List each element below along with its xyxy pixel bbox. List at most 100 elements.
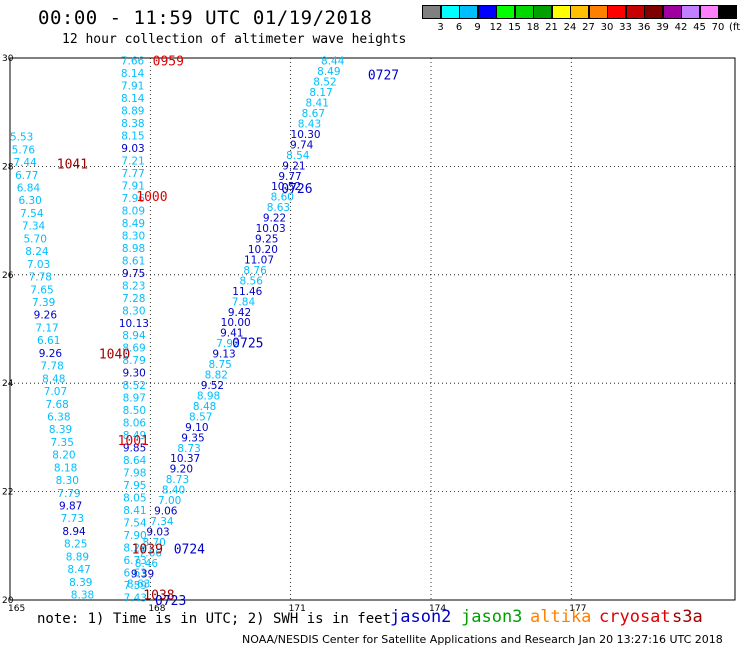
wave-height-label: 8.25 xyxy=(64,539,87,551)
wave-height-label: 9.25 xyxy=(255,234,278,246)
chart-title: 00:00 - 11:59 UTC 01/19/2018 xyxy=(38,7,373,29)
wave-height-label: 8.61 xyxy=(122,255,145,267)
wave-height-label: 7.84 xyxy=(232,296,256,308)
legend-label: 45 xyxy=(693,22,706,33)
wave-height-label: 8.49 xyxy=(123,430,146,442)
wave-height-label: 8.69 xyxy=(122,343,145,355)
legend-label: 36 xyxy=(637,22,651,33)
wave-height-label: 6.38 xyxy=(47,411,70,423)
wave-height-label: 9.42 xyxy=(228,307,251,319)
legend-label: 21 xyxy=(545,22,558,33)
wave-height-label: 9.03 xyxy=(146,526,169,538)
wave-height-label: 8.39 xyxy=(69,577,92,589)
wave-height-label: 7.54 xyxy=(123,517,147,529)
wave-height-label: 8.30 xyxy=(122,305,145,317)
wave-height-label: 6.77 xyxy=(15,170,38,182)
pass-time-label: 1041 xyxy=(57,158,88,173)
wave-height-label: 8.63 xyxy=(127,579,150,591)
wave-height-label: 8.15 xyxy=(121,131,144,143)
wave-height-label: 5.76 xyxy=(12,144,36,156)
wave-height-label: 10.00 xyxy=(221,317,251,329)
pass-time-label: 0727 xyxy=(368,68,399,83)
wave-height-label: 7.79 xyxy=(57,488,80,500)
wave-height-label: 10.37 xyxy=(170,453,200,465)
wave-height-label: 9.87 xyxy=(59,501,82,513)
wave-height-label: 7.17 xyxy=(35,322,58,334)
wave-height-label: 7.28 xyxy=(122,293,145,305)
legend-label: 70 xyxy=(711,22,725,33)
wave-height-label: 8.64 xyxy=(123,455,147,467)
pass-time-label: 1039 xyxy=(132,543,163,558)
wave-height-label: 6.61 xyxy=(37,335,60,347)
wave-height-label: 9.41 xyxy=(220,328,243,340)
wave-height-label: 7.66 xyxy=(121,56,145,68)
wave-height-label: 7.43 xyxy=(124,592,147,604)
y-tick-label: 30 xyxy=(2,54,14,64)
wave-height-label: 8.48 xyxy=(42,373,65,385)
pass-time-label: 0725 xyxy=(232,337,263,352)
wave-height-label: 8.57 xyxy=(189,411,212,423)
wave-height-label: 7.96 xyxy=(122,193,146,205)
wave-height-label: 8.60 xyxy=(271,192,294,204)
wave-height-label: 9.03 xyxy=(121,143,144,155)
wave-height-label: 8.67 xyxy=(302,108,325,120)
wave-height-label: 7.35 xyxy=(51,437,74,449)
wave-height-label: 8.76 xyxy=(243,265,267,277)
wave-height-label: 7.91 xyxy=(121,81,144,93)
wave-height-label: 7.65 xyxy=(30,284,53,296)
wave-height-label: 8.24 xyxy=(25,246,49,258)
wave-height-label: 10.30 xyxy=(291,129,321,141)
pass-time-label: 1038 xyxy=(143,589,174,604)
wave-height-label: 8.30 xyxy=(56,475,79,487)
wave-height-label: 10.13 xyxy=(119,318,149,330)
legend-label: 9 xyxy=(474,22,481,33)
wave-height-label: 11.46 xyxy=(232,286,262,298)
wave-height-label: 6.84 xyxy=(17,182,41,194)
footer-note: note: 1) Time is in UTC; 2) SWH is in fe… xyxy=(37,611,392,627)
wave-height-label: 8.54 xyxy=(286,150,310,162)
wave-height-label: 8.40 xyxy=(162,485,185,497)
wave-height-label: 9.35 xyxy=(181,432,204,444)
legend-label: (ft) xyxy=(728,22,740,33)
legend-label: 3 xyxy=(437,22,444,33)
wave-height-label: 7.34 xyxy=(150,516,174,528)
wave-height-label: 7.78 xyxy=(40,361,63,373)
wave-height-label: 8.63 xyxy=(267,202,290,214)
wave-height-label: 7.07 xyxy=(44,386,67,398)
pass-time-label: 0726 xyxy=(281,182,312,197)
wave-height-label: 7.95 xyxy=(123,480,146,492)
wave-height-label: 9.85 xyxy=(123,443,146,455)
legend-label: 6 xyxy=(455,22,463,33)
wave-height-label: 8.89 xyxy=(66,551,89,563)
wave-height-label: 9.30 xyxy=(122,368,145,380)
wave-height-label: 8.23 xyxy=(122,280,145,292)
pass-time-label: 0724 xyxy=(174,543,205,558)
wave-height-label: 9.10 xyxy=(185,422,208,434)
wave-height-label: 8.50 xyxy=(123,405,146,417)
wave-height-label: 7.91 xyxy=(122,180,145,192)
plot-frame xyxy=(9,57,736,601)
wave-height-label: 8.41 xyxy=(306,98,329,110)
legend-label: 12 xyxy=(489,22,503,33)
wave-height-label: 8.28 xyxy=(123,542,146,554)
wave-height-label: 8.17 xyxy=(309,87,332,99)
wave-height-label: 8.75 xyxy=(208,359,231,371)
x-tick-label: 168 xyxy=(148,604,165,614)
wave-height-label: 7.03 xyxy=(27,259,50,271)
wave-height-label: 8.49 xyxy=(317,66,340,78)
x-tick-label: 165 xyxy=(8,604,25,614)
mission-s3a: s3a xyxy=(672,607,703,627)
wave-height-label: 7.21 xyxy=(121,156,144,168)
x-tick-label: 171 xyxy=(289,604,306,614)
wave-height-label: 8.05 xyxy=(123,492,146,504)
wave-height-label: 8.94 xyxy=(62,526,86,538)
wave-height-label: 7.78 xyxy=(29,272,52,284)
wave-height-label: 8.52 xyxy=(123,380,146,392)
wave-height-label: 8.06 xyxy=(123,418,147,430)
wave-height-label: 9.39 xyxy=(131,568,154,580)
legend-label: 15 xyxy=(508,22,521,33)
wave-height-label: 7.73 xyxy=(61,513,84,525)
wave-height-label: 7.92 xyxy=(216,338,239,350)
legend-swatch xyxy=(718,5,737,19)
wave-height-label: 6.63 xyxy=(124,567,147,579)
